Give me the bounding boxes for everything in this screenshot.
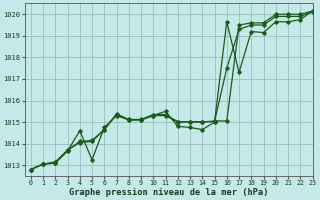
X-axis label: Graphe pression niveau de la mer (hPa): Graphe pression niveau de la mer (hPa) — [69, 188, 268, 197]
